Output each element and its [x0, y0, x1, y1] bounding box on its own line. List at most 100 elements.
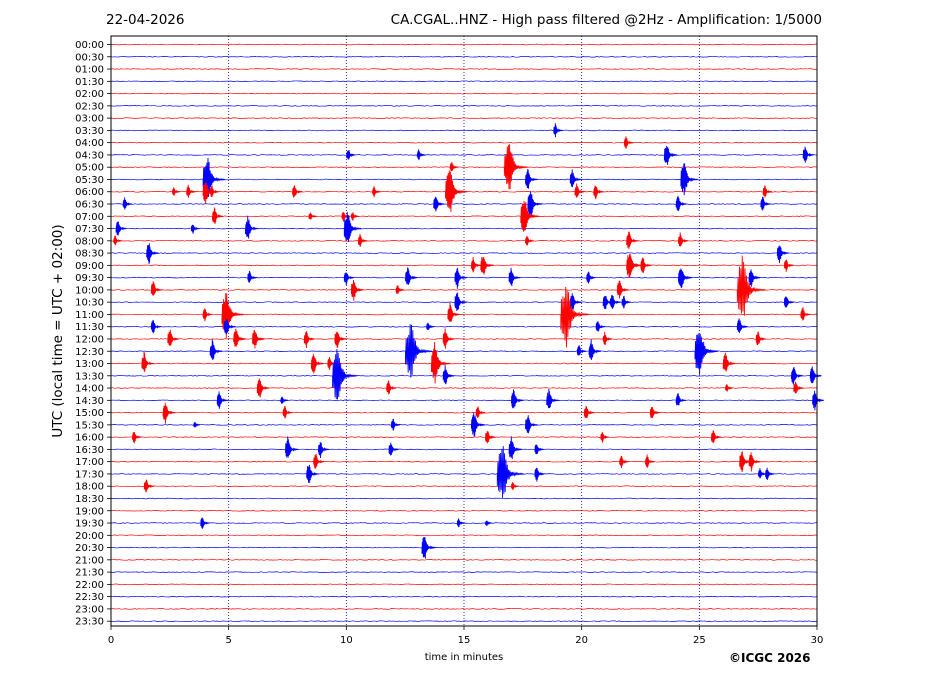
trace-20:00 — [110, 534, 818, 537]
event-15:00-15.6 — [475, 406, 486, 418]
event-14:30-7.3 — [280, 396, 289, 404]
event-16:00-25.6 — [711, 430, 722, 443]
trace-03:30 — [110, 129, 818, 132]
event-06:00-4.3 — [209, 185, 220, 198]
event-18:00-1.5 — [143, 479, 155, 493]
y-tick-label: 20:00 — [75, 531, 104, 542]
event-11:30-13.5 — [426, 322, 435, 330]
event-10:30-19.6 — [569, 293, 582, 311]
event-07:00-17.5 — [520, 201, 540, 232]
trace-04:30 — [110, 154, 818, 156]
event-16:30-18.1 — [534, 444, 544, 455]
event-11:00-14.4 — [447, 302, 461, 322]
event-11:30-26.7 — [736, 318, 748, 334]
event-07:00-10.3 — [350, 212, 359, 221]
event-05:30-19.6 — [569, 169, 582, 188]
event-10:30-14.7 — [454, 292, 468, 311]
event-17:00-21.7 — [619, 455, 629, 468]
event-19:30-16 — [485, 520, 493, 527]
event-06:30-24.1 — [675, 195, 687, 211]
y-tick-label: 20:30 — [75, 543, 104, 554]
event-10:00-21.6 — [616, 280, 629, 299]
event-06:00-14.3 — [445, 170, 468, 212]
event-07:30-10 — [343, 211, 362, 242]
event-08:00-0.2 — [113, 235, 122, 246]
y-tick-label: 12:00 — [75, 334, 104, 345]
y-tick-label: 21:00 — [75, 555, 104, 566]
event-15:00-20.2 — [583, 405, 595, 419]
y-tick-label: 02:00 — [75, 89, 104, 100]
event-10:00-1.8 — [150, 281, 163, 296]
event-14:00-6.3 — [256, 378, 270, 398]
event-16:00-16 — [485, 431, 496, 444]
event-04:30-13.1 — [416, 149, 426, 161]
y-tick-label: 17:30 — [75, 469, 104, 480]
event-08:00-17.7 — [525, 236, 534, 246]
event-19:30-3.9 — [200, 517, 210, 529]
x-tick-label: 15 — [458, 635, 471, 646]
event-17:00-8.7 — [313, 453, 325, 469]
event-11:30-20.7 — [595, 321, 606, 332]
event-08:00-10.6 — [358, 233, 368, 247]
date-label: 22-04-2026 — [106, 12, 185, 28]
event-06:30-0.6 — [122, 197, 133, 210]
event-07:00-8.5 — [308, 212, 317, 220]
event-14:30-4.6 — [216, 391, 228, 409]
event-10:30-21.8 — [621, 295, 632, 309]
event-12:00-8.3 — [303, 331, 315, 349]
event-06:00-19.8 — [574, 183, 585, 198]
y-tick-label: 07:00 — [75, 212, 104, 223]
y-tick-label: 08:00 — [75, 236, 104, 247]
event-06:00-7.8 — [292, 185, 303, 198]
x-tick-label: 30 — [811, 635, 824, 646]
y-tick-label: 15:00 — [75, 408, 104, 419]
trace-04:00 — [110, 141, 818, 144]
event-05:00-14.5 — [449, 162, 459, 172]
event-15:30-17.7 — [525, 415, 538, 434]
event-12:30-19.9 — [576, 345, 587, 356]
event-14:30-18.6 — [546, 388, 559, 409]
event-13:30-14.2 — [442, 365, 455, 385]
event-06:00-2.7 — [172, 187, 180, 196]
event-09:30-17 — [508, 267, 521, 287]
event-17:30-8.4 — [306, 464, 319, 483]
y-tick-label: 11:30 — [75, 322, 104, 333]
event-12:00-6.1 — [252, 330, 265, 349]
event-06:00-27.8 — [762, 185, 773, 198]
event-12:00-2.5 — [167, 329, 180, 346]
event-09:00-15.4 — [470, 256, 482, 273]
y-tick-label: 10:30 — [75, 298, 104, 309]
event-09:30-20.3 — [586, 271, 596, 284]
event-11:00-19.2 — [560, 286, 590, 348]
event-10:30-21.3 — [609, 294, 621, 310]
y-tick-label: 10:00 — [75, 285, 104, 296]
y-tick-label: 06:00 — [75, 187, 104, 198]
y-tick-label: 13:00 — [75, 359, 104, 370]
y-tick-label: 17:00 — [75, 457, 104, 468]
event-06:00-20.6 — [593, 185, 604, 200]
event-06:00-11.2 — [372, 186, 381, 198]
event-16:30-8.9 — [317, 442, 330, 458]
event-13:30-29.8 — [809, 366, 822, 384]
y-tick-label: 01:00 — [75, 65, 104, 76]
y-tick-label: 03:30 — [75, 126, 104, 137]
trace-21:00 — [110, 559, 818, 561]
event-09:00-22.6 — [640, 257, 652, 273]
event-12:30-4.3 — [209, 339, 223, 360]
event-13:00-26.1 — [722, 352, 736, 372]
event-08:00-24.2 — [678, 232, 689, 247]
event-09:30-12.6 — [405, 267, 418, 285]
y-tick-label: 16:00 — [75, 433, 104, 444]
y-tick-label: 22:30 — [75, 592, 104, 603]
trace-16:30 — [110, 448, 818, 451]
event-16:30-11.9 — [388, 442, 399, 456]
event-12:00-5.3 — [233, 328, 247, 347]
y-tick-label: 09:00 — [75, 261, 104, 272]
trace-05:00 — [110, 166, 818, 168]
event-04:00-21.9 — [623, 136, 634, 149]
y-tick-label: 14:00 — [75, 384, 104, 395]
event-08:30-28.4 — [776, 245, 789, 264]
event-09:30-5.9 — [247, 271, 257, 283]
event-10:00-10.3 — [350, 279, 364, 301]
